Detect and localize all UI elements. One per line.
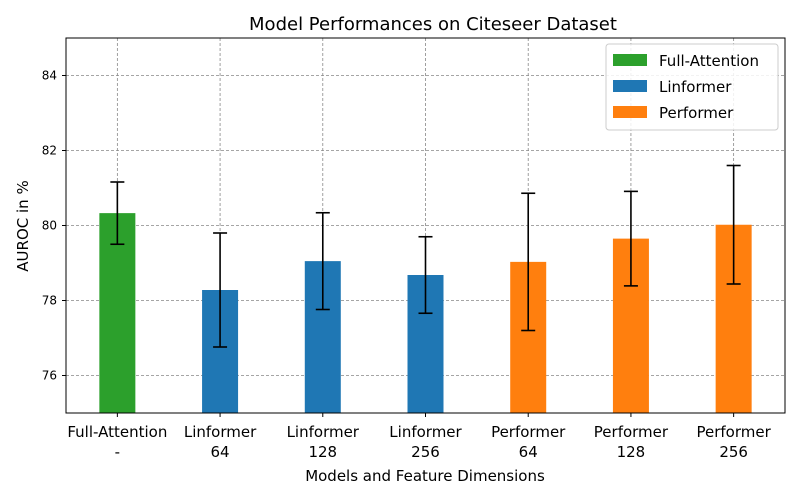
y-tick-label: 82 — [42, 144, 57, 158]
x-axis-ticks: Full-Attention - Linformer 64 Linformer 128 Li… — [67, 413, 772, 461]
x-tick-label-sub: - — [115, 443, 120, 461]
x-tick-label: Performer — [697, 423, 772, 441]
y-tick-label: 78 — [42, 294, 57, 308]
x-tick-label: Linformer — [287, 423, 360, 441]
x-axis-label: Models and Feature Dimensions — [305, 467, 545, 485]
legend: Full-Attention Linformer Performer — [605, 43, 779, 131]
x-tick-label-sub: 128 — [308, 443, 337, 461]
x-tick-label-sub: 128 — [617, 443, 646, 461]
y-tick-label: 84 — [42, 69, 57, 83]
legend-swatch — [613, 80, 647, 92]
y-tick-label: 76 — [42, 369, 57, 383]
legend-box — [605, 43, 779, 131]
error-bars — [110, 164, 741, 348]
legend-swatch — [613, 106, 647, 118]
chart-title: Model Performances on Citeseer Dataset — [249, 14, 617, 35]
x-tick-label-sub: 256 — [719, 443, 748, 461]
legend-swatch — [613, 54, 647, 66]
y-tick-label: 80 — [42, 219, 57, 233]
legend-label: Linformer — [659, 78, 732, 96]
x-tick-label: Performer — [491, 423, 566, 441]
y-axis-label: AUROC in % — [14, 180, 32, 271]
x-tick-label: Full-Attention — [67, 423, 167, 441]
x-tick-label: Linformer — [184, 423, 257, 441]
x-tick-label-sub: 64 — [519, 443, 538, 461]
legend-label: Performer — [659, 104, 734, 122]
x-tick-label: Performer — [594, 423, 669, 441]
x-tick-label-sub: 64 — [211, 443, 230, 461]
bar — [99, 213, 136, 413]
legend-label: Full-Attention — [659, 52, 759, 70]
x-tick-label: Linformer — [389, 423, 462, 441]
y-axis-ticks: 76 78 80 82 84 — [42, 69, 66, 383]
x-tick-label-sub: 256 — [411, 443, 440, 461]
